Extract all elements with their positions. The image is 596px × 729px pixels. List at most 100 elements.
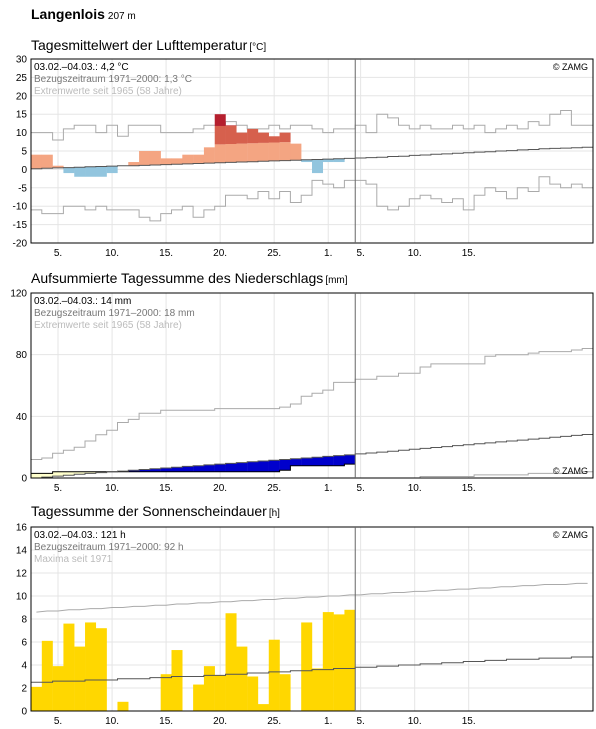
precipitation-title-text: Aufsummierte Tagessumme des Niederschlag… bbox=[31, 270, 324, 286]
precipitation-anomaly-bar bbox=[257, 461, 269, 472]
temperature-anomaly-bar bbox=[106, 166, 118, 174]
precipitation-anomaly-bar bbox=[193, 465, 205, 472]
sunshine-bar bbox=[74, 646, 86, 711]
sunshine-bar bbox=[247, 676, 259, 711]
temperature-xtick-label: 1. bbox=[324, 248, 332, 259]
temperature-anomaly-bar bbox=[322, 159, 334, 163]
precipitation-plot-frame bbox=[30, 292, 594, 479]
temperature-ytick-label: 30 bbox=[16, 55, 28, 66]
precipitation-anomaly-bar bbox=[85, 471, 97, 474]
precipitation-anomaly-bar bbox=[41, 473, 53, 478]
sunshine-ytick-label: 6 bbox=[21, 638, 27, 649]
temperature-source-label: © ZAMG bbox=[553, 62, 588, 72]
temperature-anomaly-bar bbox=[214, 125, 226, 145]
temperature-anomaly-bar bbox=[247, 143, 259, 162]
precipitation-min-extreme-line bbox=[31, 471, 593, 479]
sunshine-xtick-label: 15. bbox=[462, 716, 476, 727]
temperature-xtick-label: 20. bbox=[213, 248, 227, 259]
precipitation-max-extreme-line bbox=[31, 348, 593, 460]
temperature-reference-value: Bezugszeitraum 1971–2000: 1,3 °C bbox=[34, 74, 192, 85]
temperature-anomaly-bar bbox=[74, 167, 86, 177]
temperature-xtick-label: 5. bbox=[356, 248, 364, 259]
precipitation-anomaly-bar bbox=[74, 471, 86, 475]
temperature-anomaly-bar bbox=[225, 144, 237, 163]
temperature-anomaly-bar bbox=[193, 154, 205, 164]
sunshine-bar bbox=[344, 609, 356, 711]
sunshine-source-label: © ZAMG bbox=[553, 530, 588, 540]
sunshine-xtick-label: 5. bbox=[356, 716, 364, 727]
temperature-extremes-note: Extremwerte seit 1965 (58 Jahre) bbox=[34, 86, 182, 97]
precipitation-anomaly-bar bbox=[312, 457, 324, 466]
sunshine-ytick-label: 10 bbox=[16, 592, 28, 603]
sunshine-bar bbox=[41, 640, 53, 711]
sunshine-bar bbox=[312, 668, 324, 711]
precipitation-extremes-note: Extremwerte seit 1965 (58 Jahre) bbox=[34, 320, 182, 331]
precipitation-reference-value: Bezugszeitraum 1971–2000: 18 mm bbox=[34, 308, 195, 319]
temperature-xtick-label: 5. bbox=[54, 248, 62, 259]
temperature-min-extreme-line bbox=[31, 176, 593, 222]
sunshine-normal-line bbox=[31, 656, 593, 683]
temperature-ytick-label: 20 bbox=[16, 91, 28, 102]
sunshine-ytick-label: 4 bbox=[21, 661, 27, 672]
precipitation-ytick-label: 0 bbox=[21, 474, 27, 485]
precipitation-xtick-label: 5. bbox=[54, 483, 62, 494]
sunshine-bar bbox=[301, 622, 313, 711]
temperature-ytick-label: 15 bbox=[16, 110, 28, 121]
temperature-anomaly-bar bbox=[279, 142, 291, 161]
precipitation-unit: [mm] bbox=[325, 275, 348, 286]
temperature-ytick-label: 10 bbox=[16, 128, 28, 139]
precipitation-anomaly-bar bbox=[301, 457, 313, 466]
precipitation-source-label: © ZAMG bbox=[553, 466, 588, 476]
precipitation-anomaly-bar bbox=[139, 469, 151, 472]
sunshine-xtick-label: 10. bbox=[408, 716, 422, 727]
sunshine-ytick-label: 12 bbox=[16, 569, 28, 580]
temperature-anomaly-bar bbox=[268, 142, 280, 161]
sunshine-plot-frame bbox=[30, 526, 594, 712]
temperature-normal-line bbox=[31, 146, 593, 170]
sunshine-chart-title: Tagessumme der Sonnenscheindauer [h] bbox=[31, 503, 280, 519]
temperature-title-text: Tagesmittelwert der Lufttemperatur bbox=[31, 37, 248, 53]
temperature-ytick-label: 25 bbox=[16, 73, 28, 84]
sunshine-bar bbox=[171, 650, 183, 711]
sunshine-xtick-label: 25. bbox=[267, 716, 281, 727]
temperature-ytick-label: -15 bbox=[13, 220, 28, 231]
sunshine-bar bbox=[279, 674, 291, 711]
sunshine-bar bbox=[322, 612, 334, 711]
sunshine-period-value: 03.02.–04.03.: 121 h bbox=[34, 530, 126, 541]
precipitation-observed-line bbox=[31, 463, 356, 474]
precipitation-anomaly-bar bbox=[31, 473, 43, 478]
temperature-anomaly-bar bbox=[171, 158, 183, 165]
sunshine-bar bbox=[63, 623, 75, 711]
temperature-anomaly-bar bbox=[63, 167, 75, 174]
temperature-xtick-label: 15. bbox=[462, 248, 476, 259]
temperature-xtick-label: 10. bbox=[408, 248, 422, 259]
sunshine-bar bbox=[31, 686, 43, 711]
temperature-anomaly-bar bbox=[214, 114, 226, 126]
sunshine-bar bbox=[225, 613, 237, 711]
sunshine-bar bbox=[214, 675, 226, 711]
sunshine-bar bbox=[333, 614, 345, 711]
sunshine-bar bbox=[52, 666, 64, 711]
precipitation-anomaly-bar bbox=[344, 454, 356, 465]
temperature-anomaly-bar bbox=[214, 144, 226, 163]
precipitation-anomaly-bar bbox=[290, 458, 302, 466]
precipitation-normal-line bbox=[31, 434, 593, 479]
temperature-anomaly-bar bbox=[149, 151, 161, 165]
temperature-anomaly-bar bbox=[95, 166, 107, 177]
sunshine-xtick-label: 15. bbox=[159, 716, 173, 727]
temperature-anomaly-bar bbox=[139, 151, 151, 166]
temperature-anomaly-bar bbox=[333, 158, 345, 163]
precipitation-chart-title: Aufsummierte Tagessumme des Niederschlag… bbox=[31, 270, 348, 286]
precipitation-anomaly-bar bbox=[128, 470, 140, 472]
sunshine-bar bbox=[160, 674, 172, 711]
temperature-anomaly-bar bbox=[182, 154, 194, 164]
temperature-anomaly-bar bbox=[160, 158, 172, 165]
precipitation-xtick-label: 20. bbox=[213, 483, 227, 494]
temperature-anomaly-bar bbox=[257, 132, 269, 143]
precipitation-anomaly-bar bbox=[52, 471, 64, 477]
temperature-max-extreme-line bbox=[31, 110, 593, 141]
temperature-anomaly-bar bbox=[31, 154, 43, 169]
sunshine-bar bbox=[193, 684, 205, 711]
precipitation-xtick-label: 15. bbox=[462, 483, 476, 494]
